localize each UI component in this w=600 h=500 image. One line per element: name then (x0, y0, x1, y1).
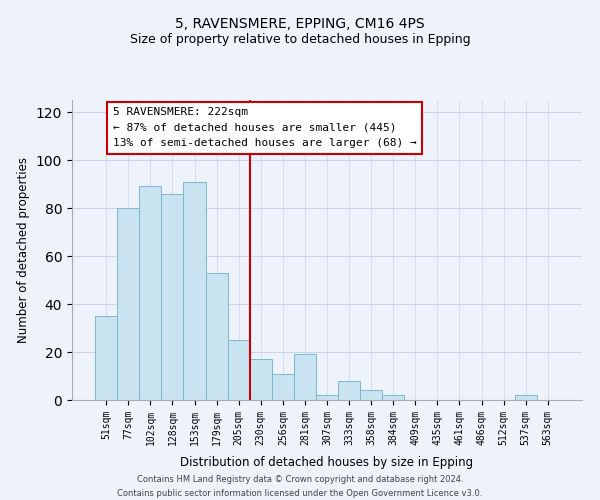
Bar (360, 390, 382, 400)
Bar (206, 273, 227, 400)
Text: 5 RAVENSMERE: 222sqm
← 87% of detached houses are smaller (445)
13% of semi-deta: 5 RAVENSMERE: 222sqm ← 87% of detached h… (113, 107, 416, 148)
Bar (227, 340, 250, 400)
Bar (95, 316, 117, 400)
X-axis label: Distribution of detached houses by size in Epping: Distribution of detached houses by size … (181, 456, 473, 469)
Y-axis label: Number of detached properties: Number of detached properties (17, 157, 31, 343)
Bar (316, 395, 338, 400)
Bar (272, 374, 294, 400)
Bar (161, 194, 184, 400)
Text: Size of property relative to detached houses in Epping: Size of property relative to detached ho… (130, 32, 470, 46)
Text: Contains HM Land Registry data © Crown copyright and database right 2024.
Contai: Contains HM Land Registry data © Crown c… (118, 476, 482, 498)
Bar (338, 381, 360, 400)
Bar (515, 395, 537, 400)
Bar (117, 208, 139, 400)
Bar (382, 395, 404, 400)
Bar (184, 182, 206, 400)
Bar (139, 186, 161, 400)
Bar (294, 354, 316, 400)
Bar (250, 359, 272, 400)
Text: 5, RAVENSMERE, EPPING, CM16 4PS: 5, RAVENSMERE, EPPING, CM16 4PS (175, 18, 425, 32)
